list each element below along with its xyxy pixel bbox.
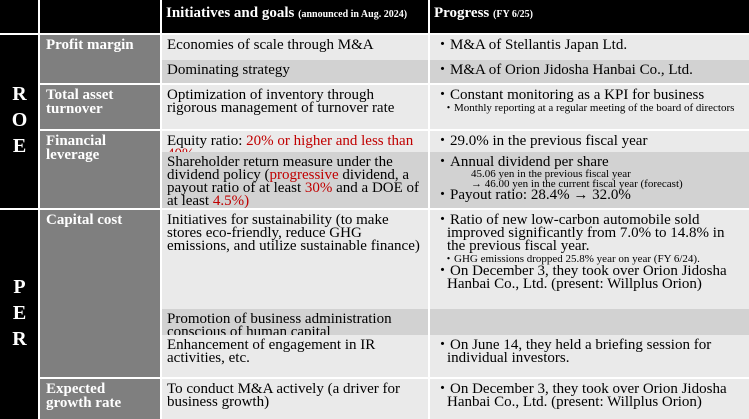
category-label: Capital cost — [40, 210, 160, 377]
progress-text: ・29.0% in the previous fiscal year — [435, 133, 648, 149]
initiative-text: Dominating strategy — [167, 62, 290, 78]
initiative-cell: To conduct M&A actively (a driver for bu… — [162, 379, 428, 419]
initiative-text: 20% or higher and less than 40% — [167, 133, 414, 153]
initiative-text: 4.5%) — [212, 193, 250, 209]
initiative-cell: Economies of scale through M&A — [162, 35, 428, 60]
progress-cell: ・M&A of Stellantis Japan Ltd. — [430, 35, 749, 60]
initiative-cell: Equity ratio: 20% or higher and less tha… — [162, 131, 428, 152]
progress-text: 45.06 yen in the previous fiscal year — [471, 168, 631, 180]
group-label: PER — [0, 210, 38, 419]
initiative-cell: Enhancement of engagement in IR activiti… — [162, 335, 428, 377]
progress-text: ・Payout ratio: 28.4% → 32.0% — [435, 187, 631, 203]
category-text: Total asset turnover — [46, 87, 114, 117]
category-text: Capital cost — [46, 212, 123, 228]
initiative-cell: Shareholder return measure under the div… — [162, 152, 428, 208]
initiative-text: To conduct M&A actively (a driver for bu… — [167, 381, 401, 410]
initiative-text: Enhancement of engagement in IR activiti… — [167, 337, 376, 366]
progress-text: → 46.00 yen in the current fiscal year (… — [471, 178, 683, 190]
progress-cell: ・Constant monitoring as a KPI for busine… — [430, 85, 749, 129]
initiative-text: Equity ratio: — [167, 133, 247, 149]
initiative-text: Promotion of business administration con… — [167, 311, 392, 336]
group-text: ROE — [8, 82, 31, 161]
progress-cell — [430, 309, 749, 335]
initiative-cell: Promotion of business administration con… — [162, 309, 428, 335]
category-label: Expected growth rate — [40, 379, 160, 419]
initiative-cell: Optimization of inventory through rigoro… — [162, 85, 428, 129]
progress-cell: ・On December 3, they took over Orion Jid… — [430, 379, 749, 419]
progress-text: ・Annual dividend per share — [435, 154, 609, 170]
category-label: Total asset turnover — [40, 85, 160, 129]
header-blank — [40, 0, 160, 33]
category-text: Financial leverage — [46, 133, 107, 163]
progress-cell: ・29.0% in the previous fiscal year — [430, 131, 749, 152]
progress-cell: ・Ratio of new low-carbon automobile sold… — [430, 210, 749, 309]
initiative-text: dividend, a payout ratio of at least — [167, 167, 410, 196]
initiative-text: progressive — [269, 167, 339, 183]
header-note: (FY 6/25) — [493, 9, 533, 20]
progress-text: ・Constant monitoring as a KPI for busine… — [435, 87, 705, 103]
initiative-text: Economies of scale through M&A — [167, 37, 374, 53]
header-progress: Progress (FY 6/25) — [430, 0, 749, 33]
progress-cell: ・Annual dividend per share 45.06 yen in t… — [430, 152, 749, 208]
initiative-text: 30% — [304, 180, 333, 196]
initiative-cell: Initiatives for sustainability (to make … — [162, 210, 428, 309]
progress-text: ・On December 3, they took over Orion Jid… — [435, 263, 727, 292]
initiative-text: Initiatives for sustainability (to make … — [167, 212, 420, 254]
group-label: ROE — [0, 35, 38, 208]
progress-text: ・Ratio of new low-carbon automobile sold… — [435, 212, 725, 254]
initiative-text: and a DOE of at least — [167, 180, 420, 209]
header-note: (announced in Aug. 2024) — [298, 9, 408, 20]
progress-cell: ・M&A of Orion Jidosha Hanbai Co., Ltd. — [430, 60, 749, 83]
progress-text: ・On June 14, they held a briefing sessio… — [435, 337, 712, 366]
category-label: Financial leverage — [40, 131, 160, 208]
initiative-text: Optimization of inventory through rigoro… — [167, 87, 395, 116]
progress-text: ・Monthly reporting at a regular meeting … — [443, 102, 735, 114]
category-text: Profit margin — [46, 37, 134, 53]
progress-text: ・On December 3, they took over Orion Jid… — [435, 381, 727, 410]
header-blank — [0, 0, 38, 33]
progress-text: ・GHG emissions dropped 25.8% year on yea… — [443, 253, 700, 265]
progress-text: ・M&A of Stellantis Japan Ltd. — [435, 37, 628, 53]
progress-text: ・M&A of Orion Jidosha Hanbai Co., Ltd. — [435, 62, 693, 78]
group-text: PER — [8, 275, 31, 354]
header-text: Initiatives and goals — [166, 5, 295, 21]
category-text: Expected growth rate — [46, 381, 122, 411]
category-label: Profit margin — [40, 35, 160, 83]
header-initiatives: Initiatives and goals (announced in Aug.… — [162, 0, 428, 33]
header-text: Progress — [434, 5, 490, 21]
initiative-text: Shareholder return measure under the div… — [167, 154, 393, 183]
initiative-cell: Dominating strategy — [162, 60, 428, 83]
progress-cell: ・On June 14, they held a briefing sessio… — [430, 335, 749, 377]
